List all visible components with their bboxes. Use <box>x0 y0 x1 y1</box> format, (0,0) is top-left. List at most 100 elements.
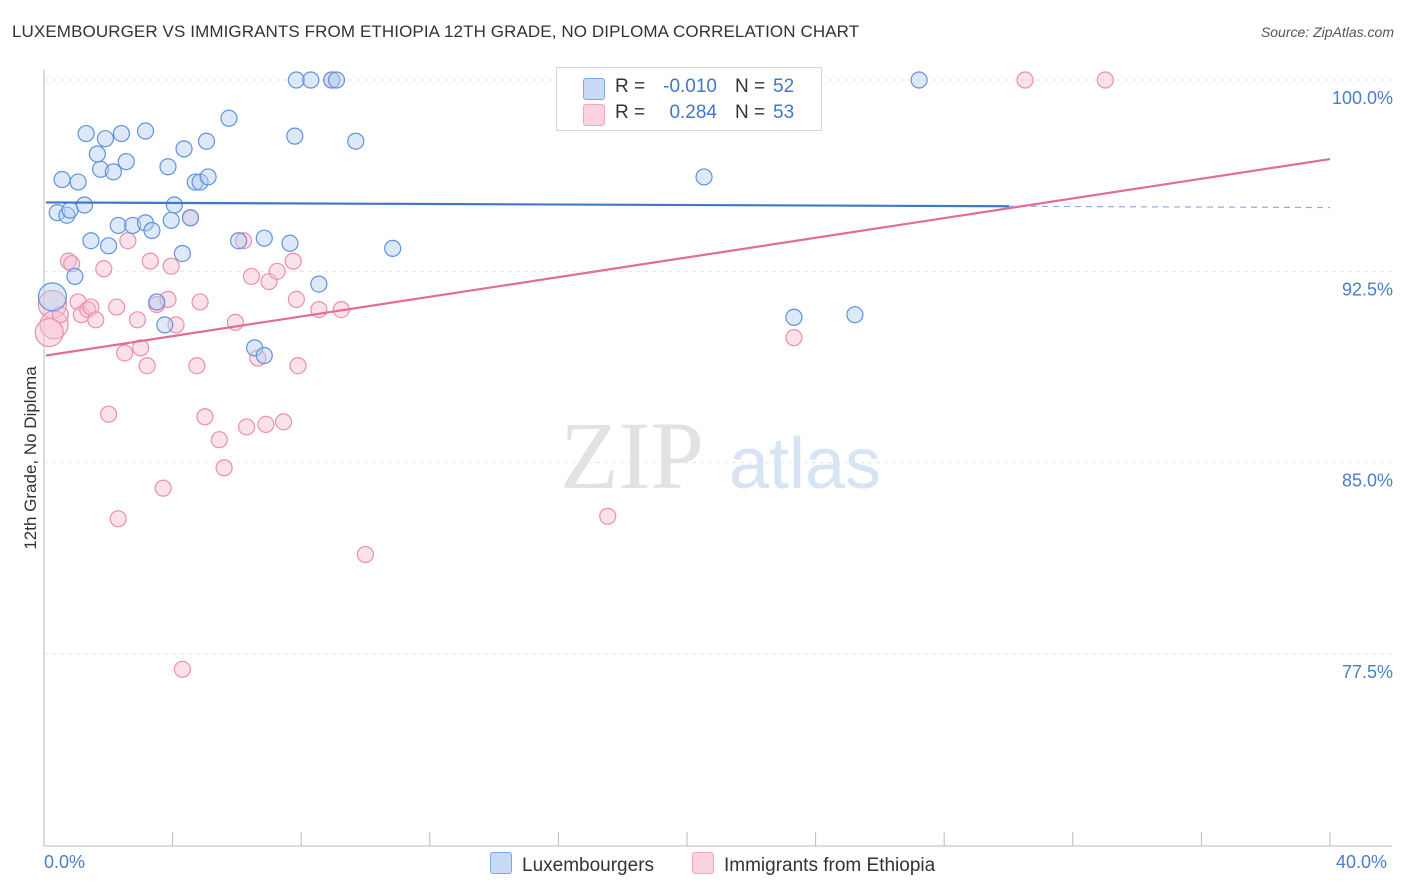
luxembourger-point <box>162 211 180 229</box>
luxembourger-point <box>302 71 320 89</box>
luxembourger-point <box>181 209 200 227</box>
luxembourger-point <box>58 206 76 224</box>
luxembourger-point <box>230 232 248 250</box>
ethiopia-point <box>196 408 214 426</box>
ethiopia-point <box>284 252 302 270</box>
ethiopia-point <box>99 405 118 423</box>
trend-lines <box>45 157 1331 357</box>
series-luxembourgers-points <box>37 71 928 365</box>
watermark-atlas: atlas <box>729 424 881 504</box>
ethiopia-point <box>287 290 305 308</box>
ethiopia-point <box>234 232 253 250</box>
bottom-legend-label: Immigrants from Ethiopia <box>724 855 936 876</box>
bottom-legend-ethiopia: Immigrants from Ethiopia <box>692 852 935 877</box>
luxembourger-point <box>69 173 87 191</box>
luxembourger-point <box>384 239 402 257</box>
grid-lines <box>44 79 1392 655</box>
ethiopia-point <box>238 418 256 436</box>
y-tick-label: 100.0% <box>1332 88 1393 108</box>
ethiopia-point <box>215 459 233 477</box>
ethiopia-point <box>141 252 159 270</box>
legend-r-value: 0.284 <box>669 102 717 123</box>
ethiopia-point <box>87 311 105 329</box>
ethiopia-point <box>132 339 150 357</box>
luxembourger-point <box>91 160 110 178</box>
ethiopia-point <box>154 479 172 497</box>
luxembourger-point <box>846 306 864 324</box>
legend-swatch-blue <box>583 78 605 100</box>
luxembourger-point <box>109 216 127 235</box>
trend-line-luxembourgers-extension <box>1008 205 1331 209</box>
ethiopia-point <box>210 431 228 449</box>
trend-line-luxembourgers <box>45 201 1010 208</box>
watermark-zip: ZIP <box>560 402 704 509</box>
ethiopia-point <box>128 311 147 329</box>
ethiopia-point <box>599 507 617 525</box>
luxembourger-point <box>287 71 305 89</box>
ethiopia-point <box>356 545 374 564</box>
ethiopia-point <box>82 298 100 316</box>
ethiopia-point <box>1016 71 1034 89</box>
ethiopia-point <box>59 252 78 270</box>
luxembourger-point <box>112 124 131 143</box>
luxembourger-point <box>156 316 174 334</box>
ethiopia-point <box>109 510 127 528</box>
chart-title: LUXEMBOURGER VS IMMIGRANTS FROM ETHIOPIA… <box>12 22 860 41</box>
luxembourger-point <box>910 71 928 89</box>
ethiopia-point <box>162 257 180 275</box>
luxembourger-point <box>220 109 238 127</box>
x-tick-label-min: 0.0% <box>44 852 86 872</box>
luxembourger-point <box>186 173 204 191</box>
luxembourger-point <box>48 204 66 222</box>
axes <box>43 70 1392 847</box>
y-axis-label: 12th Grade, No Diploma <box>21 366 40 550</box>
legend-n-value: 52 <box>773 76 795 97</box>
legend-r-value: -0.010 <box>663 76 717 97</box>
y-tick-labels: 77.5% 85.0% 92.5% 100.0% <box>1332 88 1393 682</box>
luxembourger-point <box>175 140 193 158</box>
ethiopia-point <box>119 232 137 250</box>
ethiopia-point <box>188 357 206 375</box>
luxembourger-point <box>66 267 84 286</box>
y-tick-label: 85.0% <box>1342 471 1393 491</box>
watermark: ZIP atlas <box>560 402 881 509</box>
ethiopia-point <box>159 290 177 308</box>
legend-n-label: N = <box>735 102 766 123</box>
bottom-legend-swatch-pink <box>692 852 714 874</box>
luxembourger-point <box>96 130 114 148</box>
luxembourger-point <box>323 71 341 89</box>
ethiopia-point <box>116 344 134 362</box>
luxembourger-point <box>286 127 304 145</box>
luxembourger-point <box>159 158 177 176</box>
series-ethiopia-points <box>34 71 1114 678</box>
ethiopia-point <box>34 317 64 348</box>
ethiopia-point <box>242 267 261 286</box>
x-tick-label-max: 40.0% <box>1336 852 1388 872</box>
ethiopia-point <box>274 413 293 431</box>
trend-line-ethiopia <box>45 157 1331 357</box>
luxembourger-point <box>197 132 216 150</box>
legend-r-label: R = <box>615 76 646 97</box>
luxembourger-point <box>165 196 183 214</box>
ethiopia-point <box>173 660 192 678</box>
ethiopia-point <box>257 415 275 433</box>
y-tick-label: 92.5% <box>1342 279 1393 299</box>
luxembourger-point <box>82 232 100 250</box>
luxembourger-point <box>695 168 713 186</box>
stats-legend: R = -0.010 N = 52 R = 0.284 N = 53 <box>556 67 822 131</box>
ethiopia-point <box>108 298 126 316</box>
ethiopia-point <box>268 262 286 280</box>
luxembourger-point <box>77 124 95 143</box>
legend-swatch-pink <box>583 104 605 126</box>
luxembourger-point <box>327 71 346 89</box>
luxembourger-point <box>199 168 217 186</box>
luxembourger-point <box>255 346 273 365</box>
ethiopia-point <box>95 260 113 278</box>
ethiopia-point <box>63 255 81 273</box>
luxembourger-point <box>104 163 123 181</box>
y-tick-label: 77.5% <box>1342 662 1393 682</box>
luxembourger-point <box>117 153 135 171</box>
luxembourger-point <box>281 234 299 252</box>
ethiopia-point <box>138 357 156 375</box>
